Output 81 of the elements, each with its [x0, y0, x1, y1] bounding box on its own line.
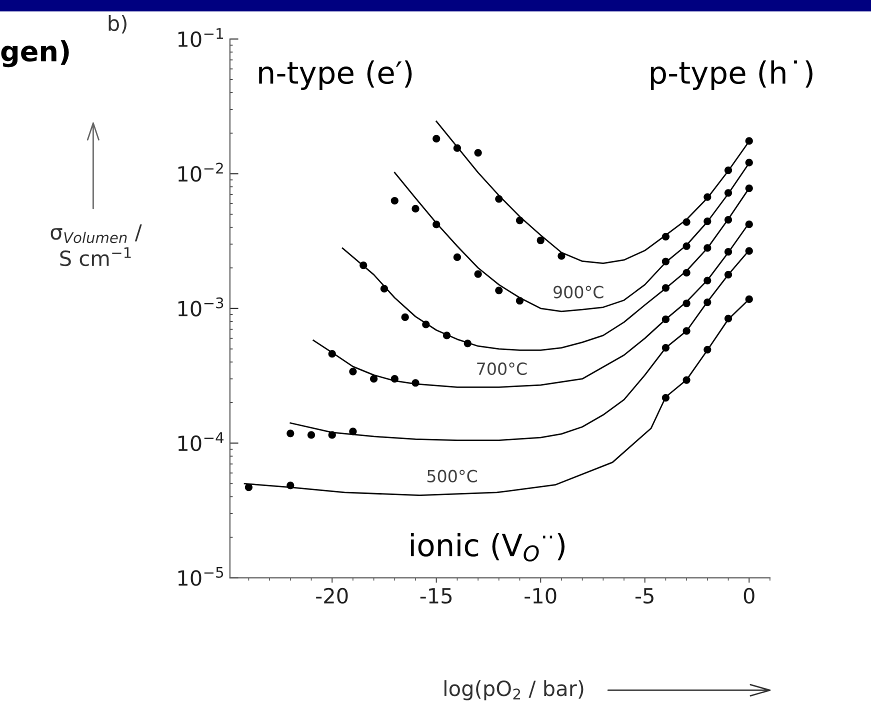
point: [453, 144, 462, 152]
point: [349, 368, 357, 376]
point: [516, 296, 524, 305]
point: [442, 332, 451, 340]
point: [380, 284, 388, 293]
annotation: ionic (V$_{O}$$^{··}$): [411, 532, 565, 562]
point: [745, 220, 753, 228]
point: [390, 375, 398, 383]
y-tick-label: 10$^{−3}$: [178, 297, 224, 316]
point: [724, 270, 732, 278]
x-tick-label: 0: [744, 588, 754, 604]
y-tick-label: 10$^{−4}$: [178, 432, 224, 452]
x-tick-label: -15: [420, 588, 452, 604]
point: [724, 216, 732, 224]
annotation: 500°C: [427, 470, 478, 482]
point: [704, 244, 712, 252]
point: [745, 247, 753, 255]
point: [724, 189, 732, 197]
point: [682, 300, 690, 308]
point: [286, 482, 294, 490]
point: [412, 379, 420, 387]
point: [724, 248, 732, 256]
text: σ$_{Volumen}$ / S cm$^{−1}$: [50, 224, 142, 266]
point: [370, 375, 378, 383]
x-axis-title: log(pO$_{2}$ / bar): [444, 680, 584, 700]
point: [464, 340, 472, 348]
point: [328, 431, 336, 439]
point: [244, 483, 253, 492]
text: b): [108, 14, 126, 34]
point: [432, 220, 440, 228]
point: [682, 218, 690, 226]
point: [745, 158, 753, 166]
point: [307, 431, 316, 439]
point: [360, 261, 368, 270]
point: [745, 184, 753, 192]
point: [474, 148, 482, 157]
point: [724, 314, 732, 322]
point: [412, 204, 420, 212]
y-tick-label: 10$^{−5}$: [178, 566, 224, 586]
point: [328, 350, 336, 358]
point: [516, 216, 524, 224]
point: [662, 316, 670, 324]
point: [704, 346, 712, 354]
point: [474, 270, 482, 278]
annotation: 700°C: [477, 362, 527, 376]
point: [704, 218, 712, 226]
point: [422, 320, 430, 328]
point: [536, 236, 544, 244]
point: [704, 276, 712, 284]
point: [745, 295, 753, 304]
point: [682, 268, 690, 277]
point: [453, 253, 462, 262]
y-tick-label: 10$^{−1}$: [178, 28, 223, 48]
point: [662, 232, 670, 240]
x-tick-label: -20: [316, 588, 348, 604]
point: [432, 134, 440, 142]
x-tick-label: -5: [635, 588, 654, 604]
point: [682, 327, 690, 335]
point: [682, 376, 690, 384]
point: [682, 242, 690, 250]
point: [662, 344, 670, 352]
text: gen): [1, 40, 69, 68]
point: [495, 195, 503, 203]
point: [495, 286, 503, 294]
point: [662, 284, 670, 292]
annotation: 900°C: [554, 286, 604, 298]
point: [724, 166, 732, 174]
point: [662, 258, 670, 266]
point: [704, 193, 712, 201]
annotation: p-type (h˙): [650, 60, 812, 90]
point: [286, 430, 294, 438]
y-tick-label: 10$^{−2}$: [178, 162, 223, 182]
point: [349, 428, 357, 436]
x-tick-label: -10: [524, 588, 556, 604]
annotation: n-type (e′): [259, 60, 412, 90]
point: [558, 252, 566, 260]
point: [745, 137, 753, 145]
point: [704, 298, 712, 306]
point: [401, 313, 409, 322]
point: [390, 196, 398, 205]
point: [662, 394, 670, 402]
